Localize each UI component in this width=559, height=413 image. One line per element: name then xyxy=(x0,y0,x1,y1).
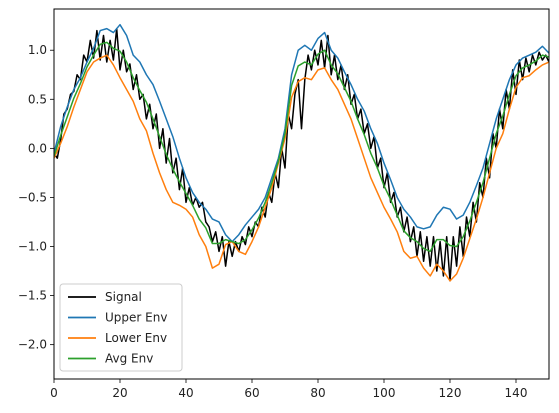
x-tick-label: 0 xyxy=(50,386,58,400)
y-tick-label: 0.5 xyxy=(28,92,47,106)
legend: Signal Upper Env Lower Env Avg Env xyxy=(59,283,183,372)
x-tick-label: 80 xyxy=(310,386,325,400)
series-line-lower-env xyxy=(54,54,549,282)
y-tick-label: −2.0 xyxy=(18,338,47,352)
legend-label: Upper Env xyxy=(105,311,167,325)
x-tick-label: 20 xyxy=(112,386,127,400)
legend-label: Lower Env xyxy=(105,331,167,345)
y-tick-label: −0.5 xyxy=(18,190,47,204)
series-line-avg-env xyxy=(54,41,549,253)
plot-lines xyxy=(54,23,549,282)
axes-frame xyxy=(53,8,550,380)
x-tick-label: 40 xyxy=(178,386,193,400)
x-tick-label: 140 xyxy=(505,386,528,400)
series-line-upper-env xyxy=(54,23,549,243)
series-line-signal xyxy=(54,27,549,282)
x-tick-label: 100 xyxy=(373,386,396,400)
y-tick-label: −1.5 xyxy=(18,289,47,303)
legend-label: Avg Env xyxy=(105,352,153,366)
y-tick-label: 1.0 xyxy=(28,43,47,57)
y-axis: −2.0 −1.5 −1.0 −0.5 0.0 0.5 1.0 xyxy=(18,43,54,352)
y-tick-label: −1.0 xyxy=(18,240,47,254)
x-axis: 0 20 40 60 80 100 120 140 xyxy=(50,379,527,400)
x-tick-label: 60 xyxy=(244,386,259,400)
legend-box xyxy=(59,283,183,372)
y-tick-label: 0.0 xyxy=(28,141,47,155)
x-tick-label: 120 xyxy=(439,386,462,400)
legend-label: Signal xyxy=(105,290,142,304)
